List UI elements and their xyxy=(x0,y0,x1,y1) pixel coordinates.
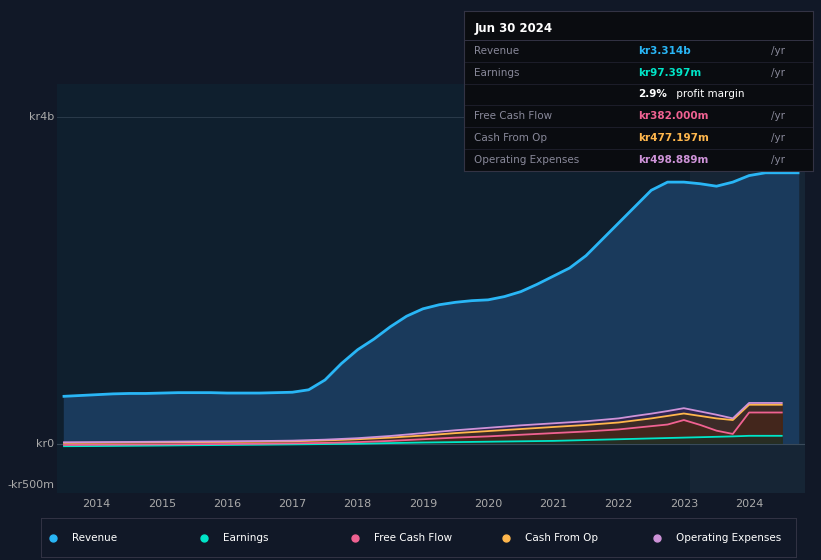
Text: Cash From Op: Cash From Op xyxy=(525,533,599,543)
Text: 2.9%: 2.9% xyxy=(639,90,667,100)
Text: 2020: 2020 xyxy=(474,500,502,510)
Text: kr0: kr0 xyxy=(36,438,54,449)
Text: /yr: /yr xyxy=(771,68,785,78)
Text: kr3.314b: kr3.314b xyxy=(639,46,691,56)
Text: profit margin: profit margin xyxy=(673,90,745,100)
Text: 2014: 2014 xyxy=(82,500,111,510)
Text: -kr500m: -kr500m xyxy=(7,479,54,489)
Text: /yr: /yr xyxy=(771,133,785,143)
Text: Cash From Op: Cash From Op xyxy=(475,133,548,143)
Text: /yr: /yr xyxy=(771,46,785,56)
Text: /yr: /yr xyxy=(771,111,785,122)
Text: 2015: 2015 xyxy=(148,500,176,510)
Text: kr4b: kr4b xyxy=(29,111,54,122)
Text: 2022: 2022 xyxy=(604,500,633,510)
Text: Revenue: Revenue xyxy=(72,533,117,543)
Text: /yr: /yr xyxy=(771,155,785,165)
Text: Earnings: Earnings xyxy=(223,533,268,543)
Text: Operating Expenses: Operating Expenses xyxy=(677,533,782,543)
Text: Free Cash Flow: Free Cash Flow xyxy=(374,533,452,543)
Text: 2016: 2016 xyxy=(213,500,241,510)
Text: kr97.397m: kr97.397m xyxy=(639,68,702,78)
Text: kr477.197m: kr477.197m xyxy=(639,133,709,143)
Text: Free Cash Flow: Free Cash Flow xyxy=(475,111,553,122)
Text: kr382.000m: kr382.000m xyxy=(639,111,709,122)
Text: Revenue: Revenue xyxy=(475,46,520,56)
Text: 2018: 2018 xyxy=(343,500,372,510)
Text: 2024: 2024 xyxy=(735,500,764,510)
Text: kr498.889m: kr498.889m xyxy=(639,155,709,165)
Bar xyxy=(690,84,805,493)
Text: Operating Expenses: Operating Expenses xyxy=(475,155,580,165)
Text: Earnings: Earnings xyxy=(475,68,520,78)
Text: 2021: 2021 xyxy=(539,500,567,510)
Text: 2023: 2023 xyxy=(670,500,698,510)
Text: Jun 30 2024: Jun 30 2024 xyxy=(475,22,553,35)
Text: 2019: 2019 xyxy=(409,500,437,510)
Text: 2017: 2017 xyxy=(278,500,306,510)
